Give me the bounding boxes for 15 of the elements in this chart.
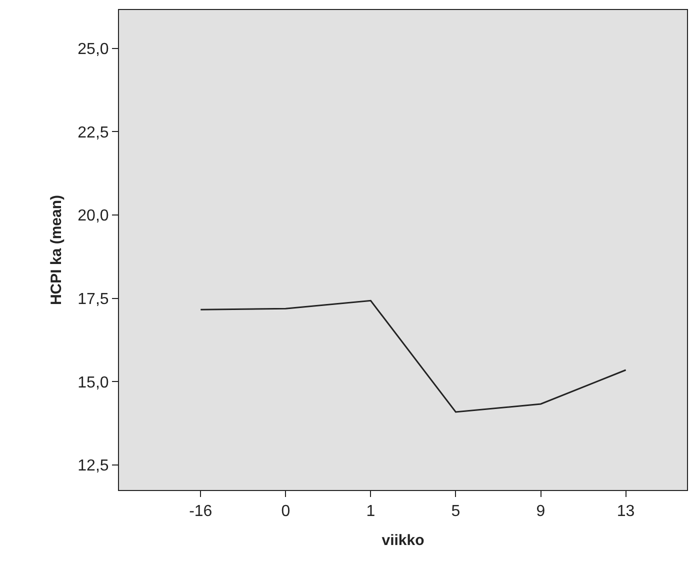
y-axis-title: HCPI ka (mean) [48, 194, 65, 306]
x-axis-title: viikko [382, 532, 424, 550]
y-tick-label: 15,0 [78, 374, 109, 392]
x-tick-label: -16 [189, 503, 212, 520]
line-series [200, 300, 627, 413]
x-tick-label: 9 [536, 503, 546, 520]
y-tick-label: 12,5 [78, 458, 109, 475]
y-tick-label: 17,5 [78, 290, 109, 308]
y-tick-label: 20,0 [78, 208, 109, 225]
x-tick-label: 0 [281, 503, 290, 520]
y-tick-label: 25,0 [78, 40, 109, 58]
x-tick-label: 1 [366, 503, 376, 520]
y-tick-label: 22,5 [78, 124, 109, 142]
x-tick-label: 5 [451, 503, 460, 520]
x-tick-label: 13 [616, 503, 635, 520]
